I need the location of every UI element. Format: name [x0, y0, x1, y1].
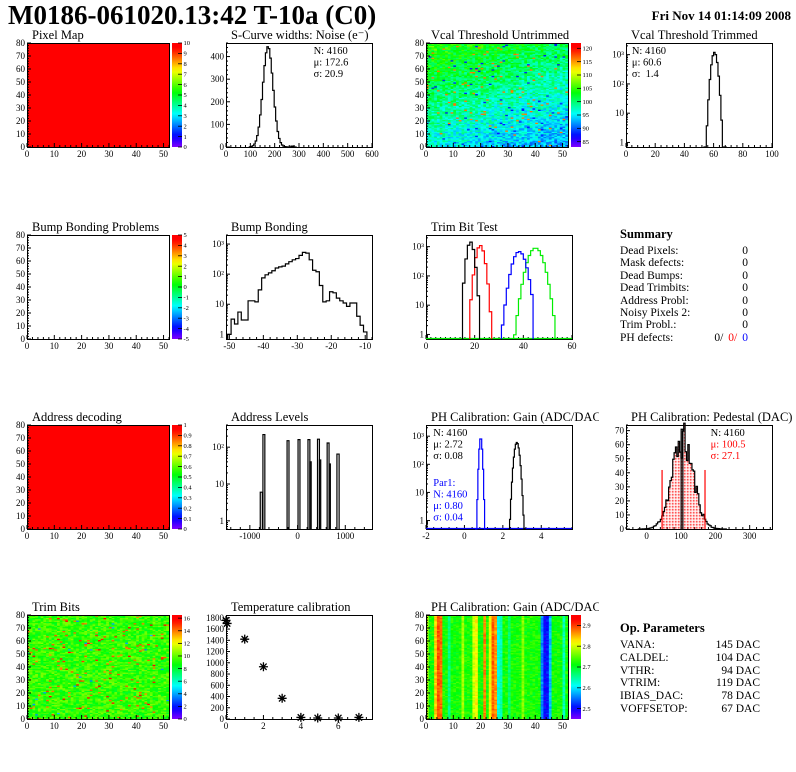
- row-value: 0: [742, 307, 748, 320]
- row-value: 0: [742, 331, 748, 344]
- summary-panel: Summary Dead Pixels: 0 Mask defects: 0 Dead …: [620, 227, 748, 344]
- row-value: 0: [742, 269, 748, 282]
- summary-rows: Dead Pixels: 0 Mask defects: 0 Dead Bumps: 0 D…: [620, 245, 748, 344]
- timestamp: Fri Nov 14 01:14:09 2008: [651, 8, 791, 23]
- row-value: 0/: [714, 331, 724, 344]
- pixel-map-plot: [1, 28, 200, 166]
- row-value: 145 DAC: [715, 639, 760, 651]
- data-row: Dead Bumps: 0: [620, 270, 748, 282]
- row-value: 119 DAC: [716, 677, 760, 690]
- data-row: Dead Pixels: 0: [620, 245, 748, 257]
- ph-calibration-gain-map-plot: [400, 600, 599, 738]
- row-label: CALDEL:: [620, 651, 669, 664]
- op-parameters-rows: VANA: 145 DAC CALDEL: 104 DAC VTHR: 94 DAC VTR…: [620, 639, 760, 716]
- data-row: Mask defects: 0: [620, 257, 748, 269]
- bump-bonding-plot: [200, 220, 399, 358]
- module-title: M0186-061020.13:42 T-10a (C0): [8, 0, 377, 30]
- data-row: IBIAS_DAC: 78 DAC: [620, 690, 760, 703]
- row-value: 0: [742, 319, 748, 332]
- temperature-calibration-plot: [200, 600, 399, 738]
- row-value: 0/: [728, 331, 738, 344]
- ph-defects-row: PH defects: 0/0/0: [620, 332, 748, 344]
- address-decoding-plot: [1, 410, 200, 548]
- row-label: VTHR:: [620, 664, 655, 677]
- summary-title: Summary: [620, 227, 673, 241]
- data-row: Address Probl: 0: [620, 295, 748, 307]
- row-value: 94 DAC: [721, 664, 760, 677]
- trim-bits-plot: [1, 600, 200, 738]
- row-label: Dead Trimbits:: [620, 282, 690, 295]
- data-row: VTRIM: 119 DAC: [620, 677, 760, 690]
- row-label: PH defects:: [620, 331, 674, 344]
- data-row: Trim Probl.: 0: [620, 319, 748, 331]
- row-label: IBIAS_DAC:: [620, 690, 684, 703]
- vcal-threshold-untrimmed-plot: [400, 28, 599, 166]
- op-parameters-panel: Op. Parameters VANA: 145 DAC CALDEL: 104 DA…: [620, 621, 760, 716]
- row-label: VANA:: [620, 639, 655, 651]
- ph-defects-values: 0/0/0: [709, 332, 748, 344]
- row-value: 104 DAC: [715, 651, 760, 664]
- row-label: Dead Pixels:: [620, 245, 679, 257]
- row-label: Mask defects:: [620, 257, 685, 270]
- data-row: VTHR: 94 DAC: [620, 665, 760, 678]
- row-value: 0: [742, 257, 748, 270]
- row-label: VTRIM:: [620, 677, 661, 690]
- row-label: Address Probl:: [620, 294, 689, 307]
- bump-bonding-problems-plot: [1, 220, 200, 358]
- row-value: 0: [742, 294, 748, 307]
- data-row: CALDEL: 104 DAC: [620, 652, 760, 665]
- ph-calibration-gain-hist-plot: [400, 410, 599, 548]
- op-parameters-title: Op. Parameters: [620, 621, 705, 635]
- row-label: Noisy Pixels 2:: [620, 307, 691, 320]
- row-label: VOFFSETOP:: [620, 702, 688, 715]
- scurve-noise-plot: [200, 28, 399, 166]
- row-label: Trim Probl.:: [620, 319, 677, 332]
- row-value: 67 DAC: [721, 702, 760, 715]
- row-value: 0: [742, 245, 748, 257]
- address-levels-plot: [200, 410, 399, 548]
- row-value: 78 DAC: [721, 690, 760, 703]
- data-row: VANA: 145 DAC: [620, 639, 760, 652]
- trim-bit-test-plot: [400, 220, 599, 358]
- ph-calibration-pedestal-plot: [600, 410, 796, 548]
- data-row: Noisy Pixels 2: 0: [620, 307, 748, 319]
- data-row: VOFFSETOP: 67 DAC: [620, 703, 760, 716]
- vcal-threshold-trimmed-plot: [600, 28, 796, 166]
- row-label: Dead Bumps:: [620, 269, 683, 282]
- row-value: 0: [742, 282, 748, 295]
- data-row: Dead Trimbits: 0: [620, 282, 748, 294]
